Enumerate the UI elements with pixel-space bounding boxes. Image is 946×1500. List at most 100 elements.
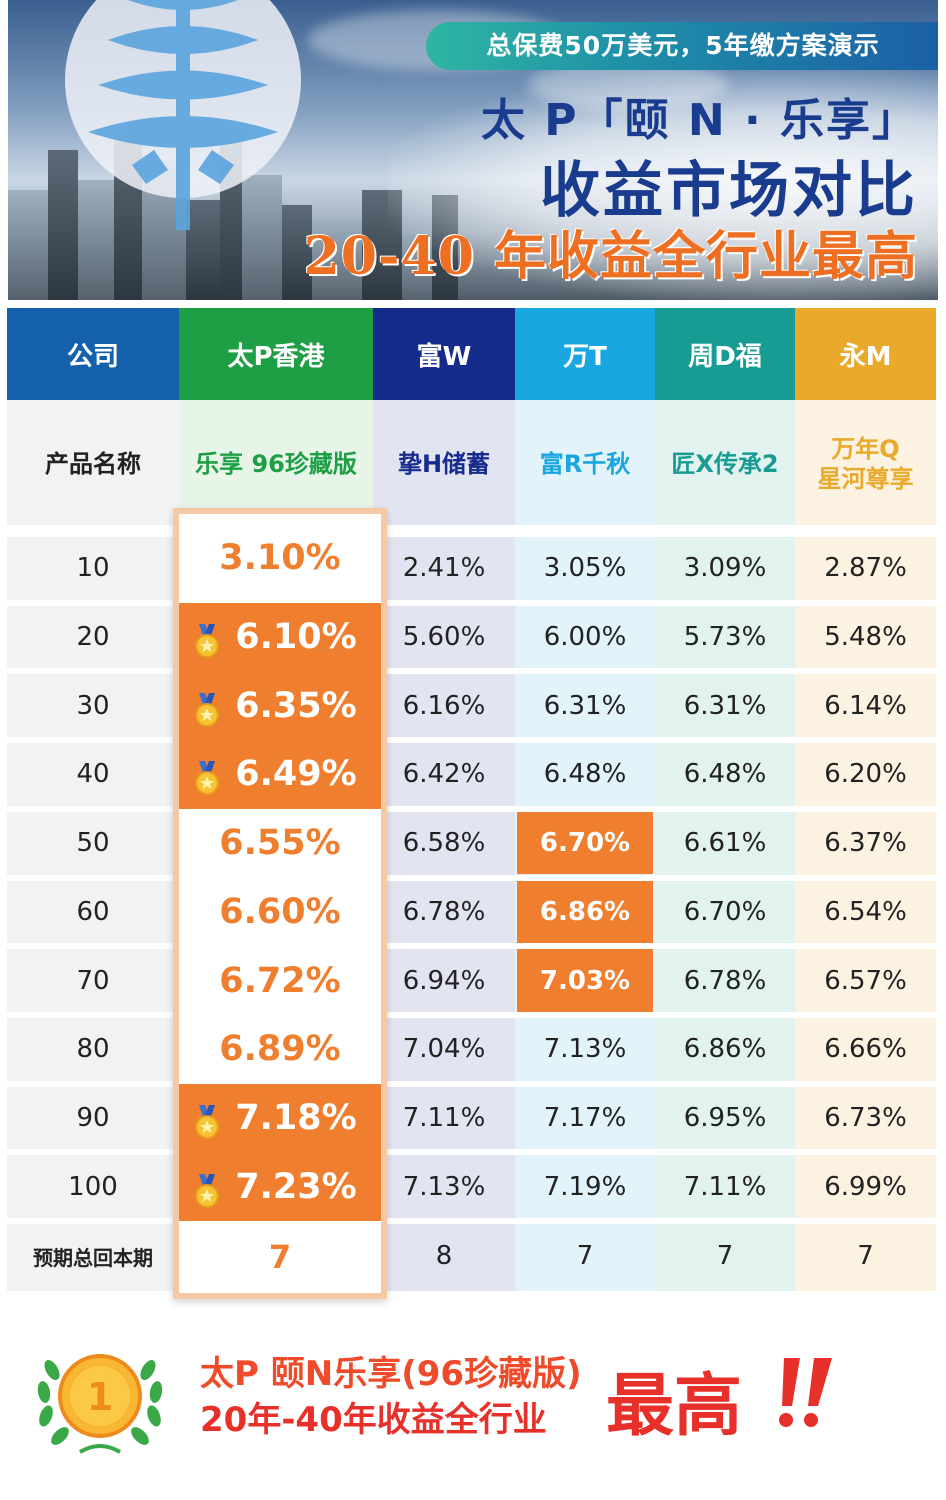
rate-cell: 3.05% [543,553,627,584]
rate-cell: 5.73% [683,622,767,653]
taip-rate-cell: 6.55% [179,808,381,878]
row-year: 80 [76,1034,110,1065]
taip-rate-value: 6.89% [219,1029,341,1070]
taip-rate-cell: 6.10% [179,602,381,672]
taip-rate-value: 6.60% [219,891,341,932]
taip-rate-cell: 6.89% [179,1014,381,1084]
taip-rate-cell: 3.10% [179,514,381,603]
row-year: 50 [76,828,110,859]
rate-cell: 7.03% [517,949,653,1012]
rate-cell: 6.00% [543,622,627,653]
footer-highest: 最高 [606,1367,743,1446]
rate-cell: 5.60% [402,622,486,653]
rate-cell: 6.99% [824,1171,907,1202]
product-name-4: 匠X传承2 [671,450,779,478]
rate-cell: 6.86% [683,1034,767,1065]
taip-breakeven-cell: 7 [179,1221,381,1293]
gold-medal-icon [195,692,219,727]
badge-number: 1 [87,1375,113,1419]
gold-medal-icon [195,1173,219,1208]
rate-cell: 6.70% [517,811,653,875]
column-header-0: 公司 [7,308,179,400]
taip-rate-value: 6.72% [219,960,341,1001]
rate-cell: 6.94% [402,965,486,996]
rate-cell: 6.37% [824,828,907,859]
taip-rate-cell: 6.72% [179,946,381,1015]
row-separator [7,805,936,812]
product-name-5: 万年Q 星河尊享 [795,400,936,528]
taip-rate-cell: 6.60% [179,877,381,947]
taip-rate-cell: 6.35% [179,671,381,741]
skyline-building [8,190,48,300]
taip-rate-value: 7.23% [235,1166,357,1207]
row-separator [7,531,936,537]
column-header-5: 永M [795,308,936,400]
column-header-3: 万T [515,308,655,400]
header-banner: 总保费50万美元，5年缴方案演示 太 P「颐 N · 乐享」 收益市场对比 20… [8,0,938,300]
rate-cell: 2.41% [402,553,486,584]
rate-cell: 6.14% [824,690,907,721]
skyline-building [312,220,362,300]
column-header-4: 周D福 [655,308,795,400]
gold-medal-icon [195,761,219,796]
row-year: 70 [76,965,110,996]
row-separator [7,737,936,744]
skyline-building [282,205,312,300]
taip-breakeven-value: 7 [268,1238,292,1276]
column-header-1: 太P香港 [179,308,373,400]
breakeven-label: 预期总回本期 [33,1245,153,1270]
column-background [655,400,795,1291]
row-separator [7,1080,936,1087]
gold-medal-icon [195,1104,219,1139]
footer-product-line: 太P 颐N乐享(96珍藏版) [200,1354,582,1394]
row-year: 40 [76,759,110,790]
rate-cell: 6.57% [824,965,907,996]
banner-headline: 收益市场对比 [540,156,918,226]
rate-cell: 6.16% [402,690,486,721]
skyline-building [78,180,114,300]
first-place-badge-icon: 1 [37,1354,163,1454]
rate-cell: 2.87% [824,553,907,584]
rate-cell: 6.42% [402,759,486,790]
taip-rate-value: 6.55% [219,823,341,864]
column-background [373,400,515,1291]
column-background [7,400,179,1291]
rate-cell: 6.78% [402,896,486,927]
rate-cell: 6.48% [543,759,627,790]
rate-cell: 6.86% [517,880,653,944]
taip-rate-value: 6.10% [235,617,357,658]
taip-rate-value: 6.49% [235,754,357,795]
row-separator [7,874,936,881]
rate-cell: 3.09% [683,553,767,584]
row-separator [7,1011,936,1018]
row-separator [7,668,936,675]
skyline-building [186,200,220,300]
breakeven-cell: 8 [435,1241,453,1271]
row-separator [7,525,936,531]
taip-highlight-column: 3.10% 6.10% 6.35% 6.49% 6.55% 6.60% 6.72% 6.89%… [173,508,387,1299]
rate-cell: 6.31% [683,690,767,721]
rate-cell: 6.95% [683,1102,767,1133]
rate-cell: 6.70% [683,896,767,927]
taip-rate-cell: 7.23% [179,1152,381,1221]
row-year: 90 [76,1102,110,1133]
rate-cell: 6.31% [543,690,627,721]
product-title: 太 P「颐 N · 乐享」 [480,95,918,146]
row-separator [7,599,936,606]
taip-rate-cell: 7.18% [179,1083,381,1153]
skyline-building [242,175,282,300]
row-separator [7,943,936,950]
rate-cell: 7.13% [543,1034,627,1065]
product-name-3: 富R千秋 [539,450,631,478]
breakeven-cell: 7 [716,1241,734,1271]
rate-cell: 6.54% [824,896,907,927]
rate-cell: 6.66% [824,1034,907,1065]
row-separator [7,1149,936,1156]
product-name-line: 万年Q [831,435,900,463]
row-year: 30 [76,690,110,721]
banner-glow [388,70,938,300]
product-name-1: 乐享 96珍藏版 [195,450,357,478]
gold-medal-icon [195,624,219,659]
row-year: 60 [76,896,110,927]
premium-ribbon-text: 总保费50万美元，5年缴方案演示 [486,31,880,60]
